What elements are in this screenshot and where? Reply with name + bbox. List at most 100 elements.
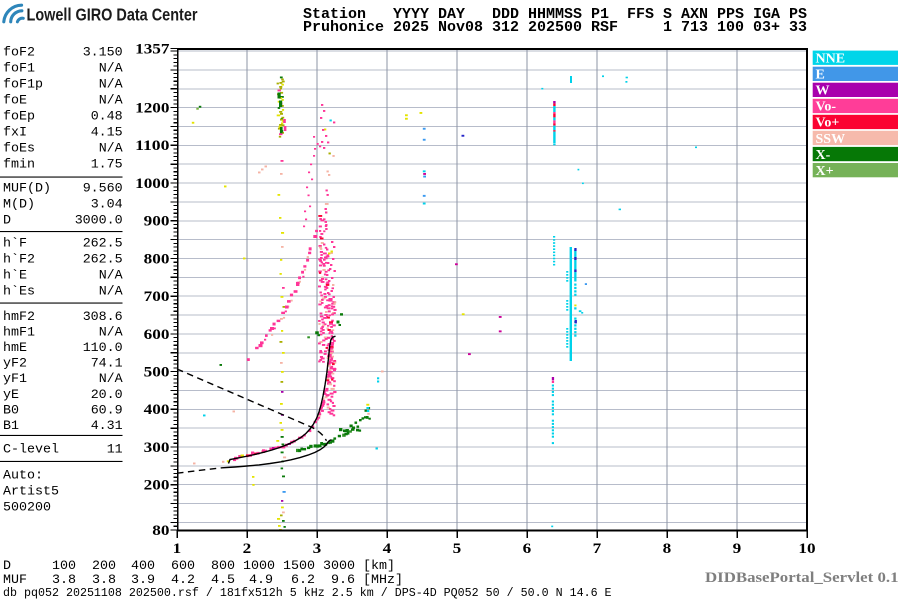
svg-text:1500: 1500 [283, 559, 315, 574]
svg-text:4.9: 4.9 [249, 573, 273, 588]
svg-text:800: 800 [211, 559, 235, 574]
svg-text:Vo-: Vo- [816, 100, 837, 115]
svg-text:hmF1: hmF1 [3, 326, 35, 341]
svg-text:E: E [816, 68, 825, 83]
svg-text:8: 8 [663, 541, 672, 557]
svg-text:33: 33 [789, 19, 807, 36]
svg-text:[km]: [km] [363, 559, 395, 574]
svg-text:X+: X+ [816, 164, 834, 179]
svg-text:DIDBasePortal_Servlet 0.1: DIDBasePortal_Servlet 0.1 [705, 570, 899, 586]
svg-text:foE: foE [3, 94, 27, 109]
svg-text:74.1: 74.1 [91, 357, 123, 372]
svg-text:foF1: foF1 [3, 62, 35, 77]
svg-text:500: 500 [144, 365, 170, 381]
svg-text:1200: 1200 [135, 101, 169, 117]
svg-text:4: 4 [383, 541, 392, 557]
svg-text:1: 1 [663, 19, 672, 36]
svg-text:262.5: 262.5 [83, 237, 123, 252]
svg-text:100: 100 [717, 19, 744, 36]
svg-text:312: 312 [492, 19, 519, 36]
svg-text:SSW: SSW [816, 132, 846, 147]
svg-text:80: 80 [152, 523, 169, 539]
svg-text:[MHz]: [MHz] [363, 573, 403, 588]
svg-text:308.6: 308.6 [83, 310, 123, 325]
svg-text:B0: B0 [3, 403, 19, 418]
svg-text:400: 400 [131, 559, 155, 574]
svg-text:2: 2 [243, 541, 252, 557]
svg-text:1000: 1000 [243, 559, 275, 574]
svg-text:500200: 500200 [3, 501, 51, 516]
svg-text:hmF2: hmF2 [3, 310, 35, 325]
svg-text:1100: 1100 [135, 138, 169, 154]
svg-text:4.15: 4.15 [91, 126, 123, 141]
svg-text:20.0: 20.0 [91, 388, 123, 403]
svg-text:yF2: yF2 [3, 357, 27, 372]
svg-text:110.0: 110.0 [83, 341, 123, 356]
svg-text:600: 600 [171, 559, 195, 574]
svg-text:3000: 3000 [323, 559, 355, 574]
svg-text:N/A: N/A [99, 142, 123, 157]
svg-text:Auto:: Auto: [3, 469, 43, 484]
svg-text:202500: 202500 [528, 19, 582, 36]
svg-text:1000: 1000 [135, 176, 169, 192]
svg-text:1357: 1357 [135, 41, 169, 57]
svg-text:X-: X- [816, 148, 831, 163]
svg-text:3.150: 3.150 [83, 46, 123, 61]
svg-text:3: 3 [313, 541, 322, 557]
svg-text:FFS: FFS [627, 6, 654, 23]
svg-text:Pruhonice: Pruhonice [303, 19, 384, 36]
svg-text:9: 9 [733, 541, 742, 557]
svg-text:C-level: C-level [3, 442, 59, 457]
svg-text:3.9: 3.9 [131, 573, 155, 588]
svg-text:10: 10 [798, 541, 815, 557]
svg-text:h`Es: h`Es [3, 285, 35, 300]
svg-text:9.560: 9.560 [83, 182, 123, 197]
svg-text:fmin: fmin [3, 158, 35, 173]
svg-text:MUF: MUF [3, 573, 27, 588]
svg-text:1: 1 [173, 541, 182, 557]
svg-text:3.04: 3.04 [91, 198, 123, 213]
svg-text:713: 713 [681, 19, 708, 36]
svg-text:6.2: 6.2 [291, 573, 315, 588]
svg-text:Artist5: Artist5 [3, 485, 59, 500]
svg-text:B1: B1 [3, 419, 19, 434]
svg-text:4.5: 4.5 [211, 573, 235, 588]
svg-text:MUF(D): MUF(D) [3, 182, 51, 197]
svg-text:S: S [663, 6, 672, 23]
svg-text:300: 300 [144, 440, 170, 456]
svg-text:IGA: IGA [753, 6, 780, 23]
svg-text:Station: Station [303, 6, 366, 23]
svg-text:Vo+: Vo+ [816, 116, 840, 131]
svg-text:PS: PS [789, 6, 807, 23]
svg-text:600: 600 [144, 327, 170, 343]
svg-text:N/A: N/A [99, 78, 123, 93]
svg-text:0.48: 0.48 [91, 110, 123, 125]
svg-text:foEp: foEp [3, 110, 35, 125]
svg-text:D: D [3, 559, 11, 574]
svg-text:h`F2: h`F2 [3, 253, 35, 268]
svg-text:N/A: N/A [99, 94, 123, 109]
svg-text:3.8: 3.8 [52, 573, 76, 588]
svg-text:Nov08: Nov08 [438, 19, 483, 36]
svg-text:foF2: foF2 [3, 46, 35, 61]
svg-text:N/A: N/A [99, 372, 123, 387]
svg-text:6: 6 [523, 541, 532, 557]
svg-text:Lowell GIRO Data Center: Lowell GIRO Data Center [27, 5, 198, 25]
svg-text:AXN: AXN [681, 6, 708, 23]
svg-text:3.8: 3.8 [92, 573, 116, 588]
svg-text:N/A: N/A [99, 62, 123, 77]
svg-text:3000.0: 3000.0 [75, 214, 123, 229]
svg-text:NNE: NNE [816, 52, 846, 67]
svg-text:h`E: h`E [3, 269, 27, 284]
svg-text:262.5: 262.5 [83, 253, 123, 268]
svg-text:h`F: h`F [3, 237, 27, 252]
svg-text:9.6: 9.6 [331, 573, 355, 588]
svg-text:P1: P1 [591, 6, 609, 23]
svg-text:hmE: hmE [3, 341, 27, 356]
svg-text:11: 11 [107, 442, 123, 457]
svg-text:2025: 2025 [393, 19, 429, 36]
svg-text:400: 400 [144, 402, 170, 418]
svg-text:YYYY: YYYY [393, 6, 429, 23]
svg-text:7: 7 [593, 541, 602, 557]
svg-text:1.75: 1.75 [91, 158, 123, 173]
